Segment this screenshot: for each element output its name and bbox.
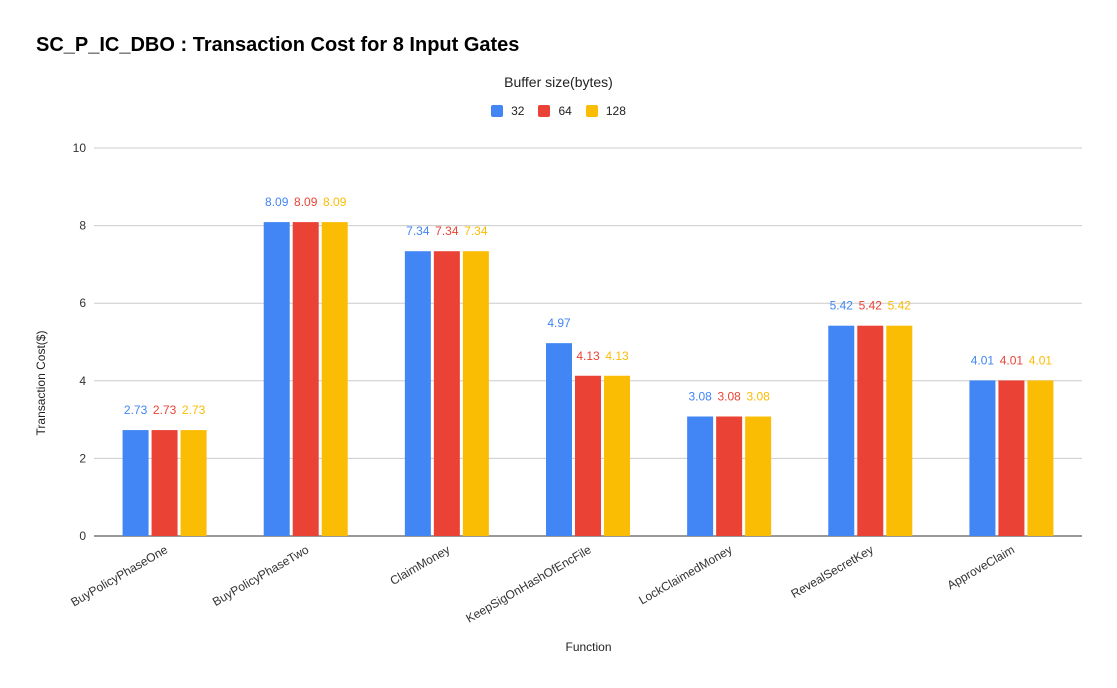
bar-128-ApproveClaim — [1027, 380, 1054, 536]
y-tick-label: 2 — [79, 451, 86, 465]
legend: 32 64 128 — [0, 104, 1117, 118]
data-label-64-BuyPolicyPhaseTwo: 8.09 — [294, 195, 318, 209]
y-tick-label: 8 — [79, 219, 86, 233]
legend-item-64[interactable]: 64 — [538, 104, 572, 118]
data-label-32-LockClaimedMoney: 3.08 — [688, 389, 712, 403]
legend-label-64: 64 — [558, 104, 572, 118]
data-label-128-ApproveClaim: 4.01 — [1029, 353, 1053, 367]
bar-128-BuyPolicyPhaseTwo — [321, 222, 348, 536]
x-tick-label: RevealSecretKey — [788, 542, 875, 600]
bar-128-BuyPolicyPhaseOne — [180, 430, 207, 536]
x-tick-label: BuyPolicyPhaseOne — [68, 542, 170, 609]
legend-label-128: 128 — [605, 104, 626, 118]
data-label-64-KeepSigOnHashOfEncFile: 4.13 — [576, 349, 600, 363]
y-axis-label: Transaction Cost($) — [34, 330, 48, 436]
bar-64-ClaimMoney — [433, 251, 460, 536]
data-label-128-LockClaimedMoney: 3.08 — [746, 389, 770, 403]
bar-64-ApproveClaim — [998, 380, 1025, 536]
legend-swatch-32 — [491, 105, 504, 117]
data-label-32-ClaimMoney: 7.34 — [406, 224, 430, 238]
data-label-32-BuyPolicyPhaseTwo: 8.09 — [265, 195, 289, 209]
data-label-128-ClaimMoney: 7.34 — [464, 224, 488, 238]
data-label-128-RevealSecretKey: 5.42 — [888, 299, 912, 313]
bar-32-BuyPolicyPhaseOne — [122, 430, 149, 536]
chart-title: SC_P_IC_DBO : Transaction Cost for 8 Inp… — [36, 34, 520, 56]
bar-128-RevealSecretKey — [886, 325, 913, 536]
bar-64-BuyPolicyPhaseTwo — [292, 222, 319, 536]
bar-32-RevealSecretKey — [828, 325, 855, 536]
bar-32-KeepSigOnHashOfEncFile — [546, 343, 572, 536]
legend-swatch-64 — [538, 105, 551, 117]
bar-128-ClaimMoney — [462, 251, 489, 536]
data-label-64-ApproveClaim: 4.01 — [1000, 353, 1024, 367]
x-tick-label: BuyPolicyPhaseTwo — [210, 542, 311, 609]
data-label-128-BuyPolicyPhaseOne: 2.73 — [182, 403, 206, 417]
data-label-32-RevealSecretKey: 5.42 — [830, 299, 854, 313]
x-tick-label: LockClaimedMoney — [636, 542, 734, 607]
y-tick-label: 4 — [79, 374, 86, 388]
x-tick-label: ClaimMoney — [388, 542, 453, 587]
legend-item-128[interactable]: 128 — [585, 104, 626, 118]
bar-128-KeepSigOnHashOfEncFile — [604, 375, 630, 536]
data-label-32-BuyPolicyPhaseOne: 2.73 — [124, 403, 148, 417]
bar-128-LockClaimedMoney — [745, 416, 772, 536]
y-tick-label: 0 — [79, 529, 86, 543]
bar-32-ClaimMoney — [404, 251, 431, 536]
bar-32-ApproveClaim — [969, 380, 996, 536]
y-tick-label: 6 — [79, 296, 86, 310]
x-tick-label: ApproveClaim — [945, 542, 1017, 592]
y-tick-label: 10 — [73, 141, 87, 155]
data-label-32-KeepSigOnHashOfEncFile: 4.97 — [547, 316, 571, 330]
data-label-64-LockClaimedMoney: 3.08 — [717, 389, 741, 403]
bar-32-LockClaimedMoney — [687, 416, 714, 536]
legend-item-32[interactable]: 32 — [491, 104, 524, 118]
legend-swatch-128 — [585, 105, 598, 117]
bar-32-BuyPolicyPhaseTwo — [263, 222, 290, 536]
bar-64-LockClaimedMoney — [716, 416, 743, 536]
legend-title: Buffer size(bytes) — [504, 74, 613, 90]
x-axis-label: Function — [565, 640, 612, 654]
data-label-128-KeepSigOnHashOfEncFile: 4.13 — [605, 349, 629, 363]
data-label-32-ApproveClaim: 4.01 — [971, 353, 995, 367]
data-label-64-BuyPolicyPhaseOne: 2.73 — [153, 403, 177, 417]
data-label-64-ClaimMoney: 7.34 — [435, 224, 459, 238]
bar-64-RevealSecretKey — [857, 325, 884, 536]
data-label-64-RevealSecretKey: 5.42 — [859, 299, 883, 313]
bar-64-BuyPolicyPhaseOne — [151, 430, 178, 536]
data-label-128-BuyPolicyPhaseTwo: 8.09 — [323, 195, 347, 209]
legend-label-32: 32 — [511, 104, 525, 118]
bar-64-KeepSigOnHashOfEncFile — [575, 375, 601, 536]
x-tick-label: KeepSigOnHashOfEncFile — [463, 542, 593, 625]
